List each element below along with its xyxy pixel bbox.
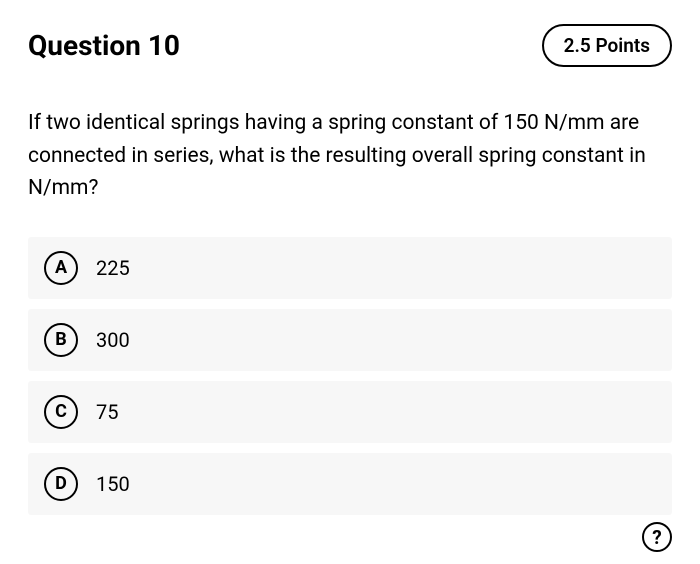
question-title: Question 10 — [28, 29, 180, 62]
question-header: Question 10 2.5 Points — [28, 24, 672, 67]
option-a[interactable]: A 225 — [28, 237, 672, 299]
option-text: 75 — [96, 400, 118, 424]
option-b[interactable]: B 300 — [28, 309, 672, 371]
option-letter: A — [44, 251, 78, 285]
option-letter: C — [44, 395, 78, 429]
points-badge: 2.5 Points — [542, 24, 672, 67]
option-text: 300 — [96, 328, 130, 352]
option-c[interactable]: C 75 — [28, 381, 672, 443]
help-icon[interactable]: ? — [642, 522, 672, 552]
question-text: If two identical springs having a spring… — [28, 107, 672, 205]
option-text: 225 — [96, 256, 130, 280]
options-list: A 225 B 300 C 75 D 150 — [28, 237, 672, 515]
option-d[interactable]: D 150 — [28, 453, 672, 515]
option-letter: B — [44, 323, 78, 357]
option-text: 150 — [96, 472, 130, 496]
option-letter: D — [44, 467, 78, 501]
